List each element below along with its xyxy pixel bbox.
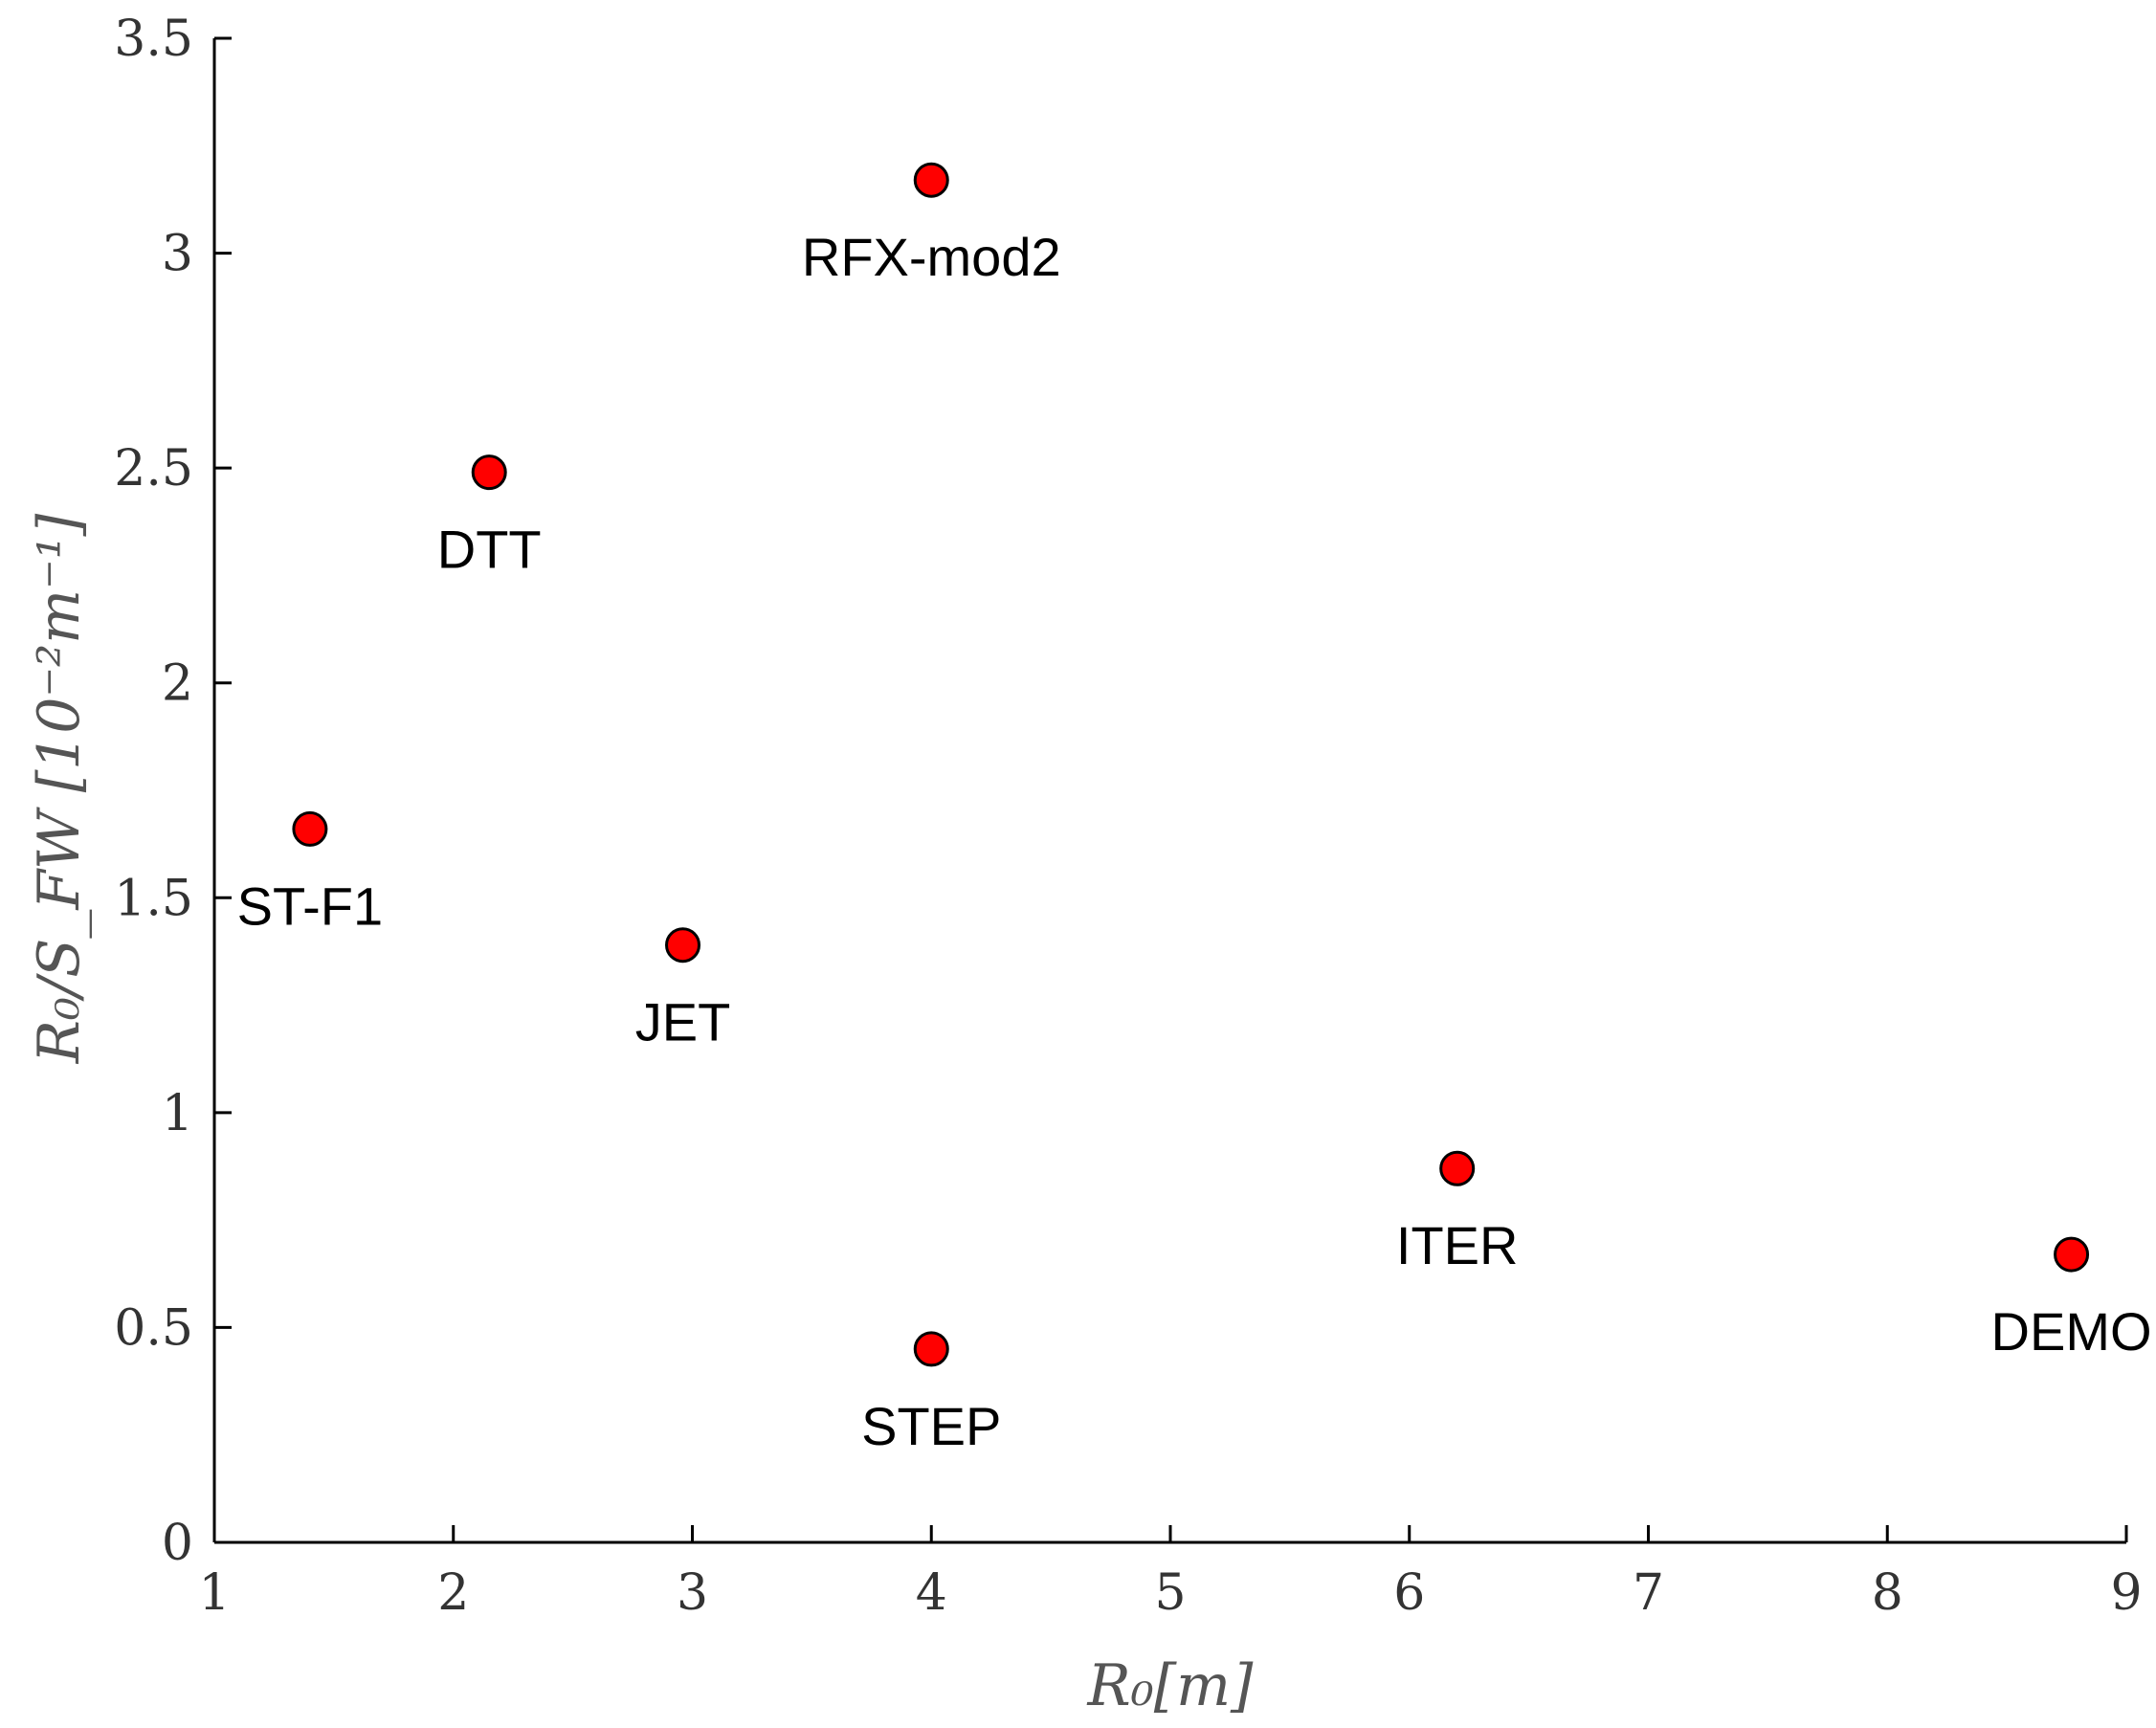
data-point-step [913,1331,949,1367]
x-tick-label: 9 [2110,1564,2142,1622]
point-label-st-f1: ST-F1 [237,875,383,936]
x-tick-label: 4 [916,1564,947,1622]
data-point-jet [665,927,701,964]
data-point-iter [1439,1150,1476,1186]
x-tick-label: 6 [1393,1564,1425,1622]
point-label-step: STEP [861,1396,1001,1456]
data-point-rfx-mod2 [913,162,949,198]
point-labels: ST-F1 DTT JET RFX-mod2 STEP ITER DEMO [237,227,2152,1456]
x-tick-label: 8 [1872,1564,1903,1622]
y-tick-label: 2 [162,655,193,713]
y-tick-label: 3.5 [114,11,193,68]
y-tick-label: 1 [162,1085,193,1142]
data-point-st-f1 [292,810,328,847]
data-point-demo [2054,1236,2090,1273]
y-tick-label: 0.5 [114,1299,193,1357]
data-points [292,162,2090,1367]
y-tick-label: 1.5 [114,870,193,927]
y-tick-label: 0 [162,1515,193,1572]
ticks: 1 2 3 4 5 6 7 8 9 0 0.5 1 1.5 2 2.5 3 3.5 [114,11,2142,1622]
x-axis-label: R₀[m] [1087,1652,1255,1719]
point-label-jet: JET [635,992,731,1052]
x-tick-label: 2 [437,1564,469,1622]
axes [212,38,2126,1544]
point-label-rfx-mod2: RFX-mod2 [802,227,1061,287]
point-label-demo: DEMO [1991,1301,2152,1362]
x-tick-label: 3 [677,1564,708,1622]
y-axis-label: R₀/S_FW [10⁻²m⁻¹] [26,513,93,1064]
x-tick-label: 1 [198,1564,230,1622]
y-tick-label: 2.5 [114,440,193,498]
data-point-dtt [471,454,507,491]
y-tick-label: 3 [162,226,193,283]
point-label-iter: ITER [1396,1215,1519,1275]
x-tick-label: 5 [1154,1564,1186,1622]
x-tick-label: 7 [1633,1564,1664,1622]
point-label-dtt: DTT [437,520,542,580]
